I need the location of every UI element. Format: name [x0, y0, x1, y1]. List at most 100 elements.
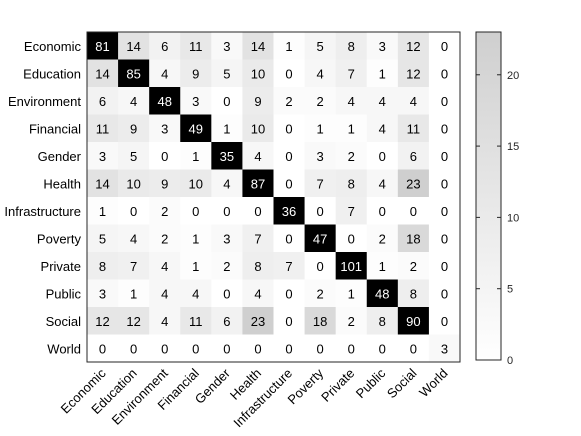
row-tick-label: Social: [46, 314, 82, 329]
heatmap-cell: [87, 197, 119, 225]
cell-value-label: 0: [285, 341, 292, 356]
heatmap-cell: [304, 169, 337, 198]
cell-value-label: 0: [441, 286, 448, 301]
cell-value-label: 9: [192, 66, 199, 81]
cell-value-label: 0: [130, 204, 137, 219]
heatmap-cell: [273, 307, 306, 335]
heatmap-cell: [180, 252, 212, 280]
cell-value-label: 0: [285, 121, 292, 136]
cell-value-label: 0: [441, 39, 448, 54]
heatmap-cell: [180, 32, 212, 60]
cell-value-label: 7: [130, 259, 137, 274]
heatmap-cell: [118, 197, 150, 225]
heatmap-cell: [211, 252, 243, 280]
cell-value-label: 18: [313, 314, 327, 329]
cell-value-label: 0: [317, 204, 324, 219]
cell-value-label: 0: [441, 66, 448, 81]
heatmap-cell: [335, 169, 368, 198]
row-tick-label: Poverty: [37, 231, 82, 246]
cell-value-label: 4: [161, 259, 168, 274]
cell-value-label: 0: [379, 204, 386, 219]
heatmap-cell: [397, 32, 430, 60]
cell-value-label: 4: [254, 286, 261, 301]
heatmap-cell: [242, 59, 274, 88]
heatmap-cell: [87, 279, 119, 308]
colorbar-tick-label: 10: [507, 212, 519, 224]
cell-value-label: 0: [441, 94, 448, 109]
heatmap-cell: [118, 142, 150, 170]
heatmap-cell: [273, 252, 306, 280]
column-tick-label: Poverty: [284, 365, 326, 407]
cell-value-label: 6: [161, 39, 168, 54]
heatmap-cell: [304, 142, 337, 170]
cell-value-label: 0: [161, 149, 168, 164]
heatmap-cell: [397, 334, 430, 363]
cell-value-label: 4: [192, 286, 199, 301]
cell-value-label: 4: [379, 121, 386, 136]
cell-value-label: 3: [99, 149, 106, 164]
heatmap-cell: [242, 197, 274, 225]
cell-value-label: 3: [223, 39, 230, 54]
cell-value-label: 3: [161, 121, 168, 136]
heatmap-cell: [242, 307, 274, 335]
cell-value-label: 4: [223, 176, 230, 191]
cell-value-label: 14: [126, 39, 140, 54]
heatmap-cell: [366, 32, 399, 60]
heatmap-cell: [428, 279, 461, 308]
heatmap-cell: [304, 334, 337, 363]
cell-value-label: 1: [99, 204, 106, 219]
cell-value-label: 0: [192, 204, 199, 219]
heatmap-cell: [397, 142, 430, 170]
cell-value-label: 5: [130, 149, 137, 164]
heatmap-cell: [428, 307, 461, 335]
cell-value-label: 85: [126, 66, 140, 81]
heatmap-cell: [242, 252, 274, 280]
cell-value-label: 7: [285, 259, 292, 274]
heatmap-cell: [87, 87, 119, 115]
heatmap-cell: [87, 169, 119, 198]
heatmap-cell: [87, 334, 119, 363]
cell-value-label: 9: [130, 121, 137, 136]
cell-value-label: 6: [410, 149, 417, 164]
cell-value-label: 4: [161, 314, 168, 329]
cell-value-label: 9: [161, 176, 168, 191]
column-tick-label: Social: [384, 365, 420, 401]
heatmap-cell: [335, 197, 368, 225]
heatmap-cell: [273, 224, 306, 253]
heatmap-cell: [87, 59, 119, 88]
cell-value-label: 1: [317, 121, 324, 136]
cell-value-label: 48: [375, 286, 389, 301]
cell-value-label: 0: [192, 341, 199, 356]
cell-value-label: 0: [285, 286, 292, 301]
heatmap-cell: [149, 279, 181, 308]
cell-value-label: 2: [410, 259, 417, 274]
cell-value-label: 23: [251, 314, 265, 329]
cell-value-label: 0: [441, 149, 448, 164]
cell-value-label: 0: [441, 204, 448, 219]
colorbar-tick-label: 0: [507, 355, 513, 367]
heatmap-cell: [428, 224, 461, 253]
heatmap-cell: [180, 114, 212, 143]
cell-value-label: 2: [285, 94, 292, 109]
cell-value-label: 0: [254, 341, 261, 356]
cell-value-label: 0: [161, 341, 168, 356]
heatmap-cell: [118, 32, 150, 60]
cell-value-label: 0: [410, 341, 417, 356]
cell-value-label: 1: [223, 121, 230, 136]
cell-value-label: 0: [285, 66, 292, 81]
heatmap-cell: [397, 87, 430, 115]
row-tick-label: Private: [41, 259, 81, 274]
cell-value-label: 2: [161, 231, 168, 246]
heatmap-cell: [428, 197, 461, 225]
heatmap-cell: [87, 114, 119, 143]
heatmap-cell: [397, 114, 430, 143]
cell-value-label: 0: [254, 204, 261, 219]
cell-value-label: 12: [95, 314, 109, 329]
cell-value-label: 12: [406, 66, 420, 81]
cell-value-label: 1: [379, 259, 386, 274]
cell-value-label: 0: [99, 341, 106, 356]
heatmap-cell: [242, 279, 274, 308]
cell-value-label: 87: [251, 176, 265, 191]
heatmap-cell: [87, 142, 119, 170]
heatmap-cells: [87, 32, 461, 363]
